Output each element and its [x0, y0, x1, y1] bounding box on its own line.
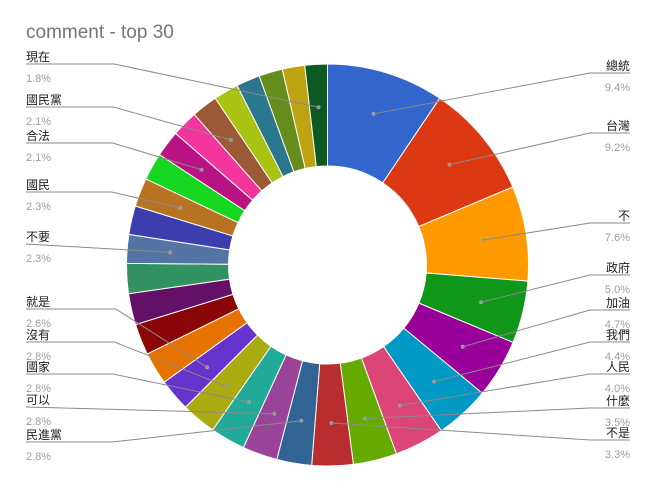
slice-label: 就是 [26, 295, 50, 309]
slice-label: 沒有 [26, 328, 50, 342]
slice-percent: 2.1% [26, 116, 51, 128]
leader-line [449, 132, 630, 166]
leader-line [480, 274, 630, 303]
slice-percent: 2.6% [26, 318, 51, 330]
slice-label: 人民 [606, 360, 630, 374]
leader-line [331, 422, 630, 441]
slice-percent: 5.0% [605, 284, 630, 296]
slice-percent: 2.8% [26, 416, 51, 428]
leader-line [25, 406, 275, 415]
leader-line [26, 63, 319, 108]
slice-percent: 4.4% [605, 351, 630, 363]
slice-percent: 9.2% [605, 142, 630, 154]
slice-percent: 3.3% [605, 449, 630, 461]
slice-label: 不是 [606, 426, 630, 440]
slice-percent: 1.8% [26, 73, 51, 85]
slice-percent: 2.8% [26, 351, 51, 363]
leader-line [26, 341, 227, 387]
slice-percent: 3.5% [605, 417, 630, 429]
slice-percent: 4.0% [605, 383, 630, 395]
leader-line [26, 191, 181, 209]
slice-label: 國家 [26, 359, 50, 374]
leader-line [462, 309, 630, 348]
slice-percent: 2.1% [26, 152, 51, 164]
slice-label: 合法 [26, 128, 50, 143]
slice-label: 加油 [606, 296, 630, 310]
slice-label: 現在 [26, 50, 50, 64]
leader-line [26, 142, 202, 171]
leader-line [26, 106, 231, 141]
chart-title: comment - top 30 [26, 22, 174, 43]
slice-label: 總統 [606, 58, 630, 73]
leader-line [373, 72, 630, 115]
slice-percent: 9.4% [605, 82, 630, 94]
leader-line [26, 420, 302, 443]
donut-slice-30 [304, 63, 328, 168]
slice-label: 可以 [26, 393, 50, 407]
leader-line [433, 341, 630, 383]
slice-label: 不 [618, 209, 630, 223]
slice-percent: 2.3% [26, 253, 51, 265]
slice-percent: 2.3% [26, 201, 51, 213]
slice-label: 民進黨 [26, 428, 62, 442]
slice-label: 什麼 [606, 393, 630, 408]
slice-label: 我們 [606, 328, 630, 342]
slice-label: 國民黨 [26, 93, 62, 107]
slice-label: 政府 [606, 260, 630, 275]
slice-label: 國民 [26, 178, 50, 192]
slice-label: 台灣 [606, 118, 630, 133]
slice-percent: 2.8% [26, 383, 51, 395]
leader-line [26, 373, 250, 403]
slice-percent: 2.8% [26, 451, 51, 463]
leader-line [399, 373, 630, 406]
slice-label: 不要 [26, 230, 50, 244]
slice-percent: 7.6% [605, 232, 630, 244]
leader-line [364, 407, 630, 419]
leader-line [26, 308, 208, 368]
leader-line [25, 243, 171, 253]
slice-percent: 4.7% [605, 319, 630, 331]
leader-line [483, 222, 630, 241]
